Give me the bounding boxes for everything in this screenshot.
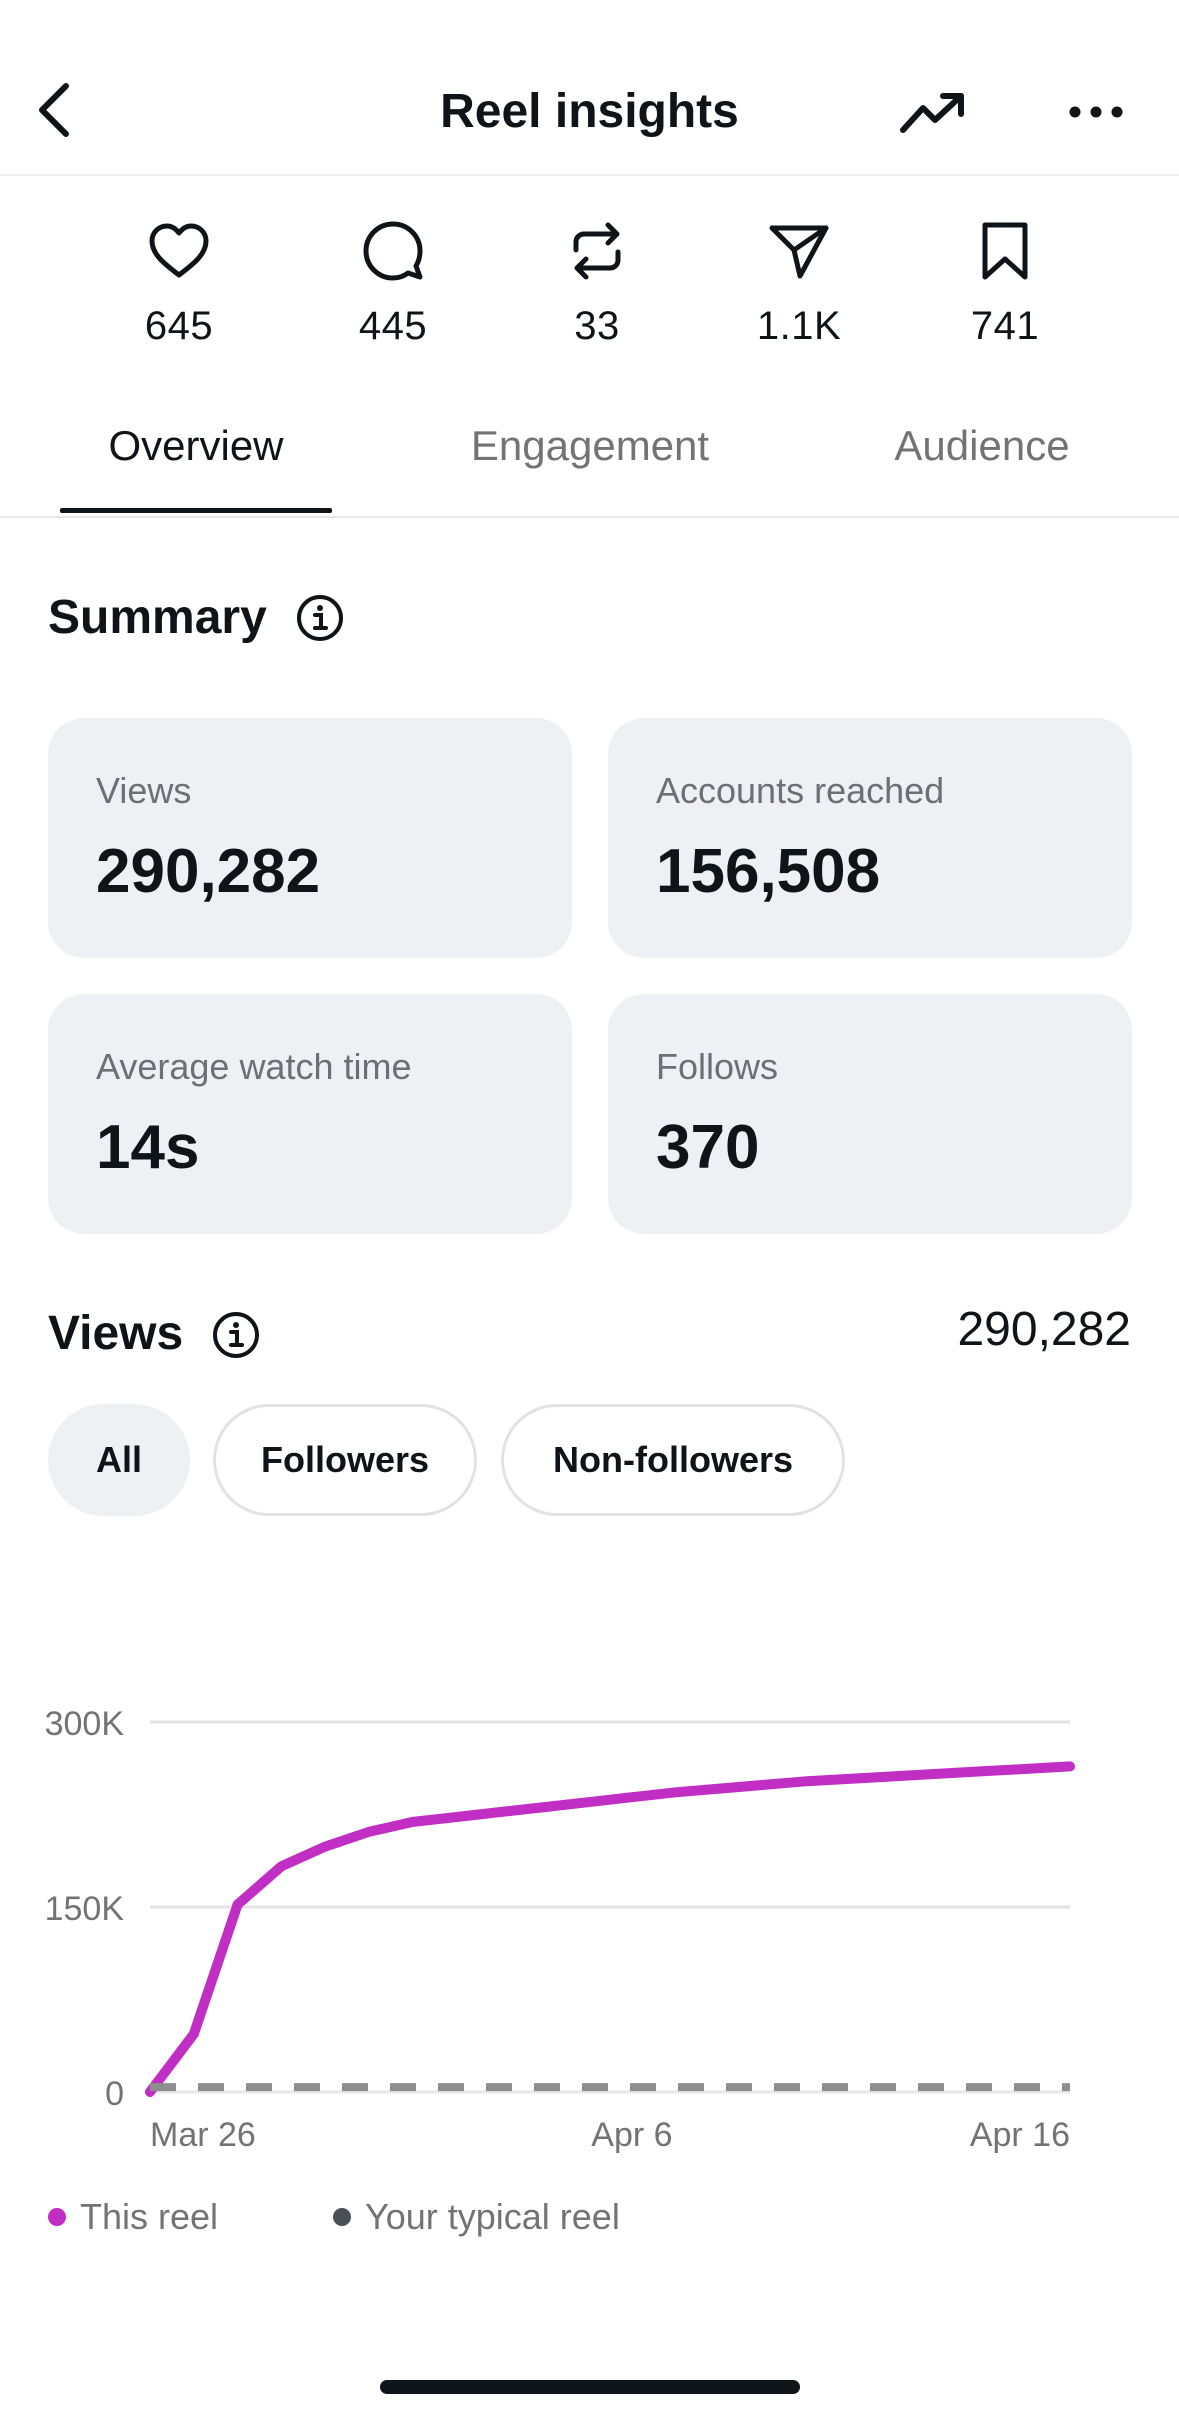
legend-item-typical-reel: Your typical reel <box>333 2196 620 2238</box>
comments-count: 445 <box>358 304 428 348</box>
accounts-reached-card[interactable]: Accounts reached 156,508 <box>608 718 1132 958</box>
views-line-chart: 0 150K 300K Mar 26 Apr 6 Apr 16 <box>45 1705 1075 2154</box>
summary-info-icon[interactable] <box>295 593 345 643</box>
y-tick-label: 150K <box>45 1890 125 1928</box>
tab-engagement[interactable]: Engagement <box>470 422 710 469</box>
share-icon <box>764 216 834 286</box>
follows-label: Follows <box>656 1046 779 1087</box>
back-button[interactable] <box>22 78 86 142</box>
accounts-reached-label: Accounts reached <box>656 770 945 811</box>
follows-value: 370 <box>656 1113 760 1182</box>
views-info-icon[interactable] <box>211 1310 261 1360</box>
likes-count: 645 <box>144 304 214 348</box>
legend-item-this-reel: This reel <box>48 2196 218 2238</box>
top-bar: Reel insights <box>0 0 1179 176</box>
tab-overview[interactable]: Overview <box>108 422 284 469</box>
average-watch-time-value: 14s <box>96 1113 200 1182</box>
reposts-metric[interactable]: 33 <box>517 216 677 366</box>
views-card-label: Views <box>96 770 192 811</box>
saves-count: 741 <box>970 304 1040 348</box>
trends-button[interactable] <box>896 80 972 144</box>
series-line-this-reel <box>145 1761 1075 2097</box>
legend-dot-this-reel <box>48 2208 66 2226</box>
shares-count: 1.1K <box>756 304 842 348</box>
saves-metric[interactable]: 741 <box>925 216 1085 366</box>
summary-heading: Summary <box>48 591 267 644</box>
shares-metric[interactable]: 1.1K <box>719 216 879 366</box>
likes-metric[interactable]: 645 <box>99 216 259 366</box>
y-tick-label: 300K <box>45 1705 125 1743</box>
chevron-left-icon <box>39 83 69 137</box>
x-tick-label: Apr 6 <box>591 2116 672 2154</box>
comment-icon <box>358 216 428 286</box>
comments-metric[interactable]: 445 <box>313 216 473 366</box>
trending-up-icon <box>900 93 964 133</box>
more-horizontal-icon <box>1069 106 1123 118</box>
x-tick-label: Apr 16 <box>970 2116 1070 2154</box>
views-card-value: 290,282 <box>96 837 321 906</box>
filter-non-followers-chip[interactable]: Non-followers <box>501 1404 845 1516</box>
engagement-metrics: 645 445 33 1.1K <box>0 216 1179 366</box>
views-heading: Views <box>48 1307 184 1360</box>
heart-icon <box>144 216 214 286</box>
follows-card[interactable]: Follows 370 <box>608 994 1132 1234</box>
average-watch-time-label: Average watch time <box>96 1046 412 1087</box>
filter-followers-chip[interactable]: Followers <box>213 1404 477 1516</box>
average-watch-time-card[interactable]: Average watch time 14s <box>48 994 572 1234</box>
legend-label-typical-reel: Your typical reel <box>365 2196 620 2237</box>
reposts-count: 33 <box>574 304 620 348</box>
more-options-button[interactable] <box>1064 80 1128 144</box>
y-tick-label: 0 <box>105 2075 124 2113</box>
page-title: Reel insights <box>440 85 739 138</box>
home-indicator <box>380 2380 800 2394</box>
legend-dot-typical-reel <box>333 2208 351 2226</box>
tab-audience[interactable]: Audience <box>894 422 1070 469</box>
chart-legend: This reel Your typical reel <box>0 2196 1179 2246</box>
active-tab-indicator <box>60 508 332 513</box>
bookmark-icon <box>970 216 1040 286</box>
repost-icon <box>562 216 632 286</box>
legend-label-this-reel: This reel <box>80 2196 219 2237</box>
insights-tabs: Overview Engagement Audience <box>0 410 1179 518</box>
views-total: 290,282 <box>957 1303 1131 1356</box>
accounts-reached-value: 156,508 <box>656 837 881 906</box>
filter-all-chip[interactable]: All <box>48 1404 190 1516</box>
x-tick-label: Mar 26 <box>150 2116 256 2154</box>
views-card[interactable]: Views 290,282 <box>48 718 572 958</box>
